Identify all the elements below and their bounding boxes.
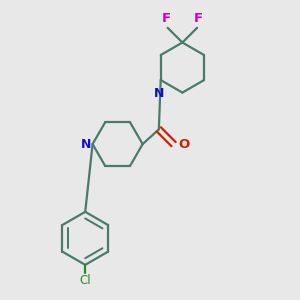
Text: N: N [154,86,164,100]
Text: F: F [194,12,203,25]
Text: N: N [81,138,91,151]
Text: F: F [162,12,171,25]
Text: Cl: Cl [80,274,91,287]
Text: O: O [179,138,190,151]
